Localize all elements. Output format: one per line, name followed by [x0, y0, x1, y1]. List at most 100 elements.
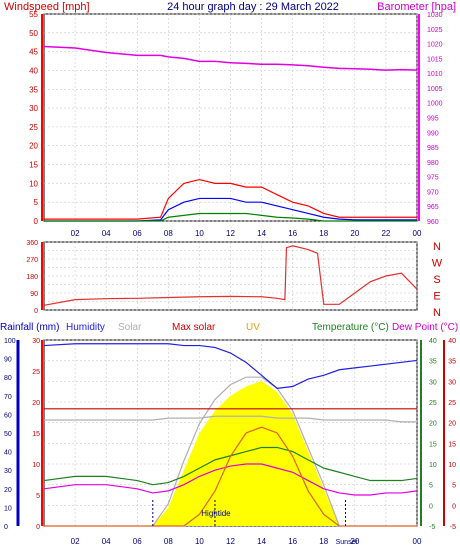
- left-tick-label: 15: [29, 161, 38, 170]
- right-tick-label: 1005: [427, 86, 443, 93]
- left-axis-title: Windspeed [mph]: [4, 1, 90, 13]
- x-tick-label: 20: [350, 229, 359, 238]
- x-tick-label: 02: [71, 537, 80, 546]
- series-lull: [44, 212, 417, 222]
- legend-dewpoint: Dew Point (°C): [392, 322, 458, 333]
- legend-uv: UV: [246, 322, 260, 333]
- humidity-tick-label: 0: [4, 524, 8, 531]
- x-tick-label: 14: [257, 537, 266, 546]
- series-dewpoint: [43, 463, 418, 496]
- x-tick-label: 10: [195, 229, 204, 238]
- right-axis-title: Barometer [hpa]: [377, 1, 456, 13]
- series-solar_line: [44, 415, 417, 423]
- legend-solar: Solar: [118, 322, 142, 333]
- direction-tick-label: 360: [26, 240, 38, 247]
- x-tick-label: 04: [102, 537, 111, 546]
- x-tick-label: 04: [102, 229, 111, 238]
- x-tick-label: 06: [133, 229, 142, 238]
- direction-tick-label: 90: [30, 291, 38, 298]
- left-tick-label: 40: [29, 66, 38, 75]
- series-temperature: [43, 446, 418, 486]
- right-tick-label: 1000: [427, 101, 443, 108]
- x-tick-label: 00: [413, 537, 422, 546]
- humidity-tick-label: 70: [4, 394, 12, 401]
- left-tick-label: 5: [34, 198, 39, 207]
- compass-label: E: [433, 291, 440, 303]
- humidity-tick-label: 50: [4, 431, 12, 438]
- temperature-tick-label: 15: [429, 441, 437, 448]
- left-tick-label: 50: [29, 29, 38, 38]
- series-gust: [44, 178, 417, 220]
- sunset-label: Sunset: [336, 539, 358, 546]
- x-tick-label: 18: [319, 537, 328, 546]
- right-tick-label: 1010: [427, 71, 443, 78]
- x-tick-label: 14: [257, 229, 266, 238]
- temperature-tick-label: 10: [429, 462, 437, 469]
- x-tick-label: 02: [71, 229, 80, 238]
- dewpoint-tick-label: 20: [448, 421, 456, 428]
- direction-tick-label: 270: [26, 257, 38, 264]
- x-tick-label: 22: [381, 229, 390, 238]
- dewpoint-tick-label: 30: [448, 379, 456, 386]
- dewpoint-tick-label: 10: [448, 462, 456, 469]
- temperature-tick-label: 0: [429, 503, 433, 510]
- humidity-tick-label: 40: [4, 450, 12, 457]
- series-direction: [43, 245, 418, 306]
- humidity-tick-label: 100: [4, 338, 16, 345]
- compass-label: W: [432, 258, 443, 270]
- left-tick-label: 20: [29, 142, 38, 151]
- right-tick-label: 1015: [427, 56, 443, 63]
- humidity-tick-label: 60: [4, 412, 12, 419]
- rain-tick-label: 30: [32, 338, 40, 345]
- x-tick-label: 00: [413, 229, 422, 238]
- humidity-tick-label: 20: [4, 487, 12, 494]
- legend-humidity: Humidity: [66, 322, 105, 333]
- dewpoint-tick-label: -5: [450, 524, 456, 531]
- right-tick-label: 1030: [427, 12, 443, 19]
- right-tick-label: 970: [427, 189, 439, 196]
- right-tick-label: 1020: [427, 42, 443, 49]
- humidity-tick-label: 90: [4, 357, 12, 364]
- wind-panel-frame: [43, 13, 418, 222]
- hightide-label: Hightide: [201, 509, 231, 518]
- direction-tick-label: 180: [26, 274, 38, 281]
- legend-rainfall: Rainfall (mm): [0, 322, 59, 333]
- direction-tick-label: 0: [34, 308, 38, 315]
- x-tick-label: 08: [164, 229, 173, 238]
- series-baro: [43, 45, 418, 71]
- temperature-tick-label: 5: [429, 483, 433, 490]
- left-tick-label: 45: [29, 48, 38, 57]
- compass-label: N: [433, 307, 441, 319]
- dewpoint-tick-label: 35: [448, 359, 456, 366]
- x-tick-label: 18: [319, 229, 328, 238]
- x-tick-label: 10: [195, 537, 204, 546]
- rain-tick-label: 10: [32, 462, 40, 469]
- series-uv: [44, 426, 417, 527]
- dewpoint-tick-label: 5: [452, 483, 456, 490]
- left-tick-label: 25: [29, 123, 38, 132]
- left-tick-label: 30: [29, 104, 38, 113]
- rain-tick-label: 20: [32, 400, 40, 407]
- temperature-tick-label: -5: [429, 524, 435, 531]
- series-maxsolar-profile: [152, 376, 340, 527]
- compass-label: N: [433, 241, 441, 253]
- chart-title: 24 hour graph day : 29 March 2022: [167, 1, 339, 13]
- left-tick-label: 0: [34, 217, 39, 226]
- legend-temperature: Temperature (°C): [312, 322, 389, 333]
- x-tick-label: 06: [133, 537, 142, 546]
- temperature-tick-label: 25: [429, 400, 437, 407]
- left-tick-label: 10: [29, 179, 38, 188]
- rain-tick-label: 15: [32, 431, 40, 438]
- dewpoint-tick-label: 25: [448, 400, 456, 407]
- x-tick-label: 12: [226, 537, 235, 546]
- temperature-tick-label: 20: [429, 421, 437, 428]
- legend-maxsolar: Max solar: [172, 322, 216, 333]
- dewpoint-tick-label: 0: [452, 503, 456, 510]
- right-tick-label: 990: [427, 130, 439, 137]
- right-tick-label: 975: [427, 175, 439, 182]
- right-tick-label: 980: [427, 160, 439, 167]
- right-tick-label: 960: [427, 219, 439, 226]
- compass-label: S: [433, 274, 440, 286]
- rain-tick-label: 0: [36, 524, 40, 531]
